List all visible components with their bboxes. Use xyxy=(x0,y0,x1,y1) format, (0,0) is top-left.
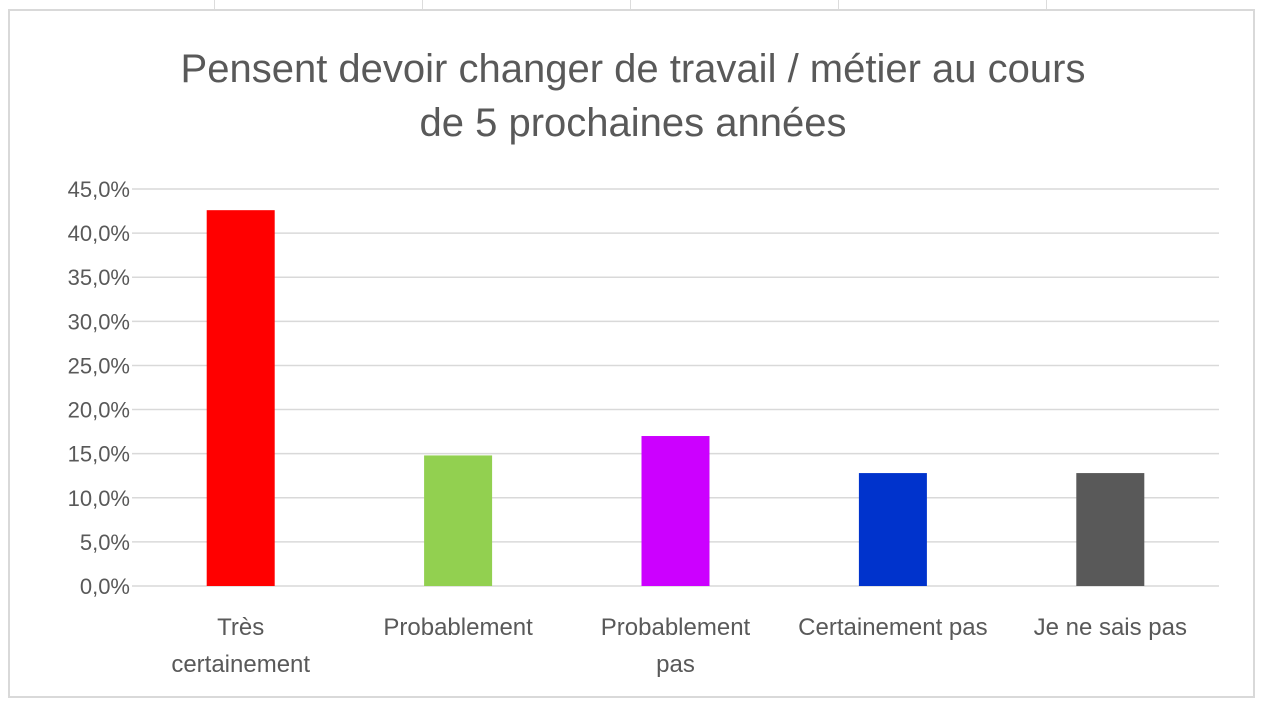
x-category-label: Probablement pas xyxy=(601,614,751,678)
grid-column-line xyxy=(838,0,839,10)
y-tick-label: 0,0% xyxy=(80,574,130,599)
x-category-label-line: Probablement xyxy=(601,614,751,641)
y-tick-label: 5,0% xyxy=(80,530,130,555)
grid-column-line xyxy=(1046,0,1047,10)
chart-title-line-1: Pensent devoir changer de travail / méti… xyxy=(180,47,1086,91)
x-category-label-line: Probablement xyxy=(383,614,533,641)
x-category-label-line: Certainement pas xyxy=(798,614,987,641)
y-tick-label: 10,0% xyxy=(68,486,130,511)
chart-title-line-2: de 5 prochaines années xyxy=(419,101,847,145)
y-tick-label: 40,0% xyxy=(68,221,130,246)
x-category-label-line: certainement xyxy=(171,651,310,678)
x-category-label-line: pas xyxy=(656,651,695,678)
grid-column-line xyxy=(214,0,215,10)
bar xyxy=(641,436,710,586)
bar xyxy=(206,210,275,586)
x-category-label: Probablement xyxy=(383,614,533,641)
x-category-label: Je ne sais pas xyxy=(1034,614,1187,641)
y-tick-label: 15,0% xyxy=(68,442,130,467)
x-category-label: Très certainement xyxy=(171,614,310,678)
y-tick-label: 25,0% xyxy=(68,353,130,378)
x-category-label-line: Je ne sais pas xyxy=(1034,614,1187,641)
grid-column-line xyxy=(630,0,631,10)
x-category-label-line: Très xyxy=(217,614,264,641)
bar xyxy=(858,473,927,586)
bar xyxy=(1076,473,1145,586)
y-tick-label: 45,0% xyxy=(68,177,130,202)
spreadsheet-grid-lines xyxy=(0,0,1266,10)
y-tick-label: 20,0% xyxy=(68,398,130,423)
y-tick-label: 35,0% xyxy=(68,265,130,290)
grid-column-line xyxy=(422,0,423,10)
chart-title: Pensent devoir changer de travail / méti… xyxy=(0,42,1266,150)
y-tick-label: 30,0% xyxy=(68,309,130,334)
x-category-label: Certainement pas xyxy=(798,614,987,641)
bar xyxy=(424,455,493,586)
